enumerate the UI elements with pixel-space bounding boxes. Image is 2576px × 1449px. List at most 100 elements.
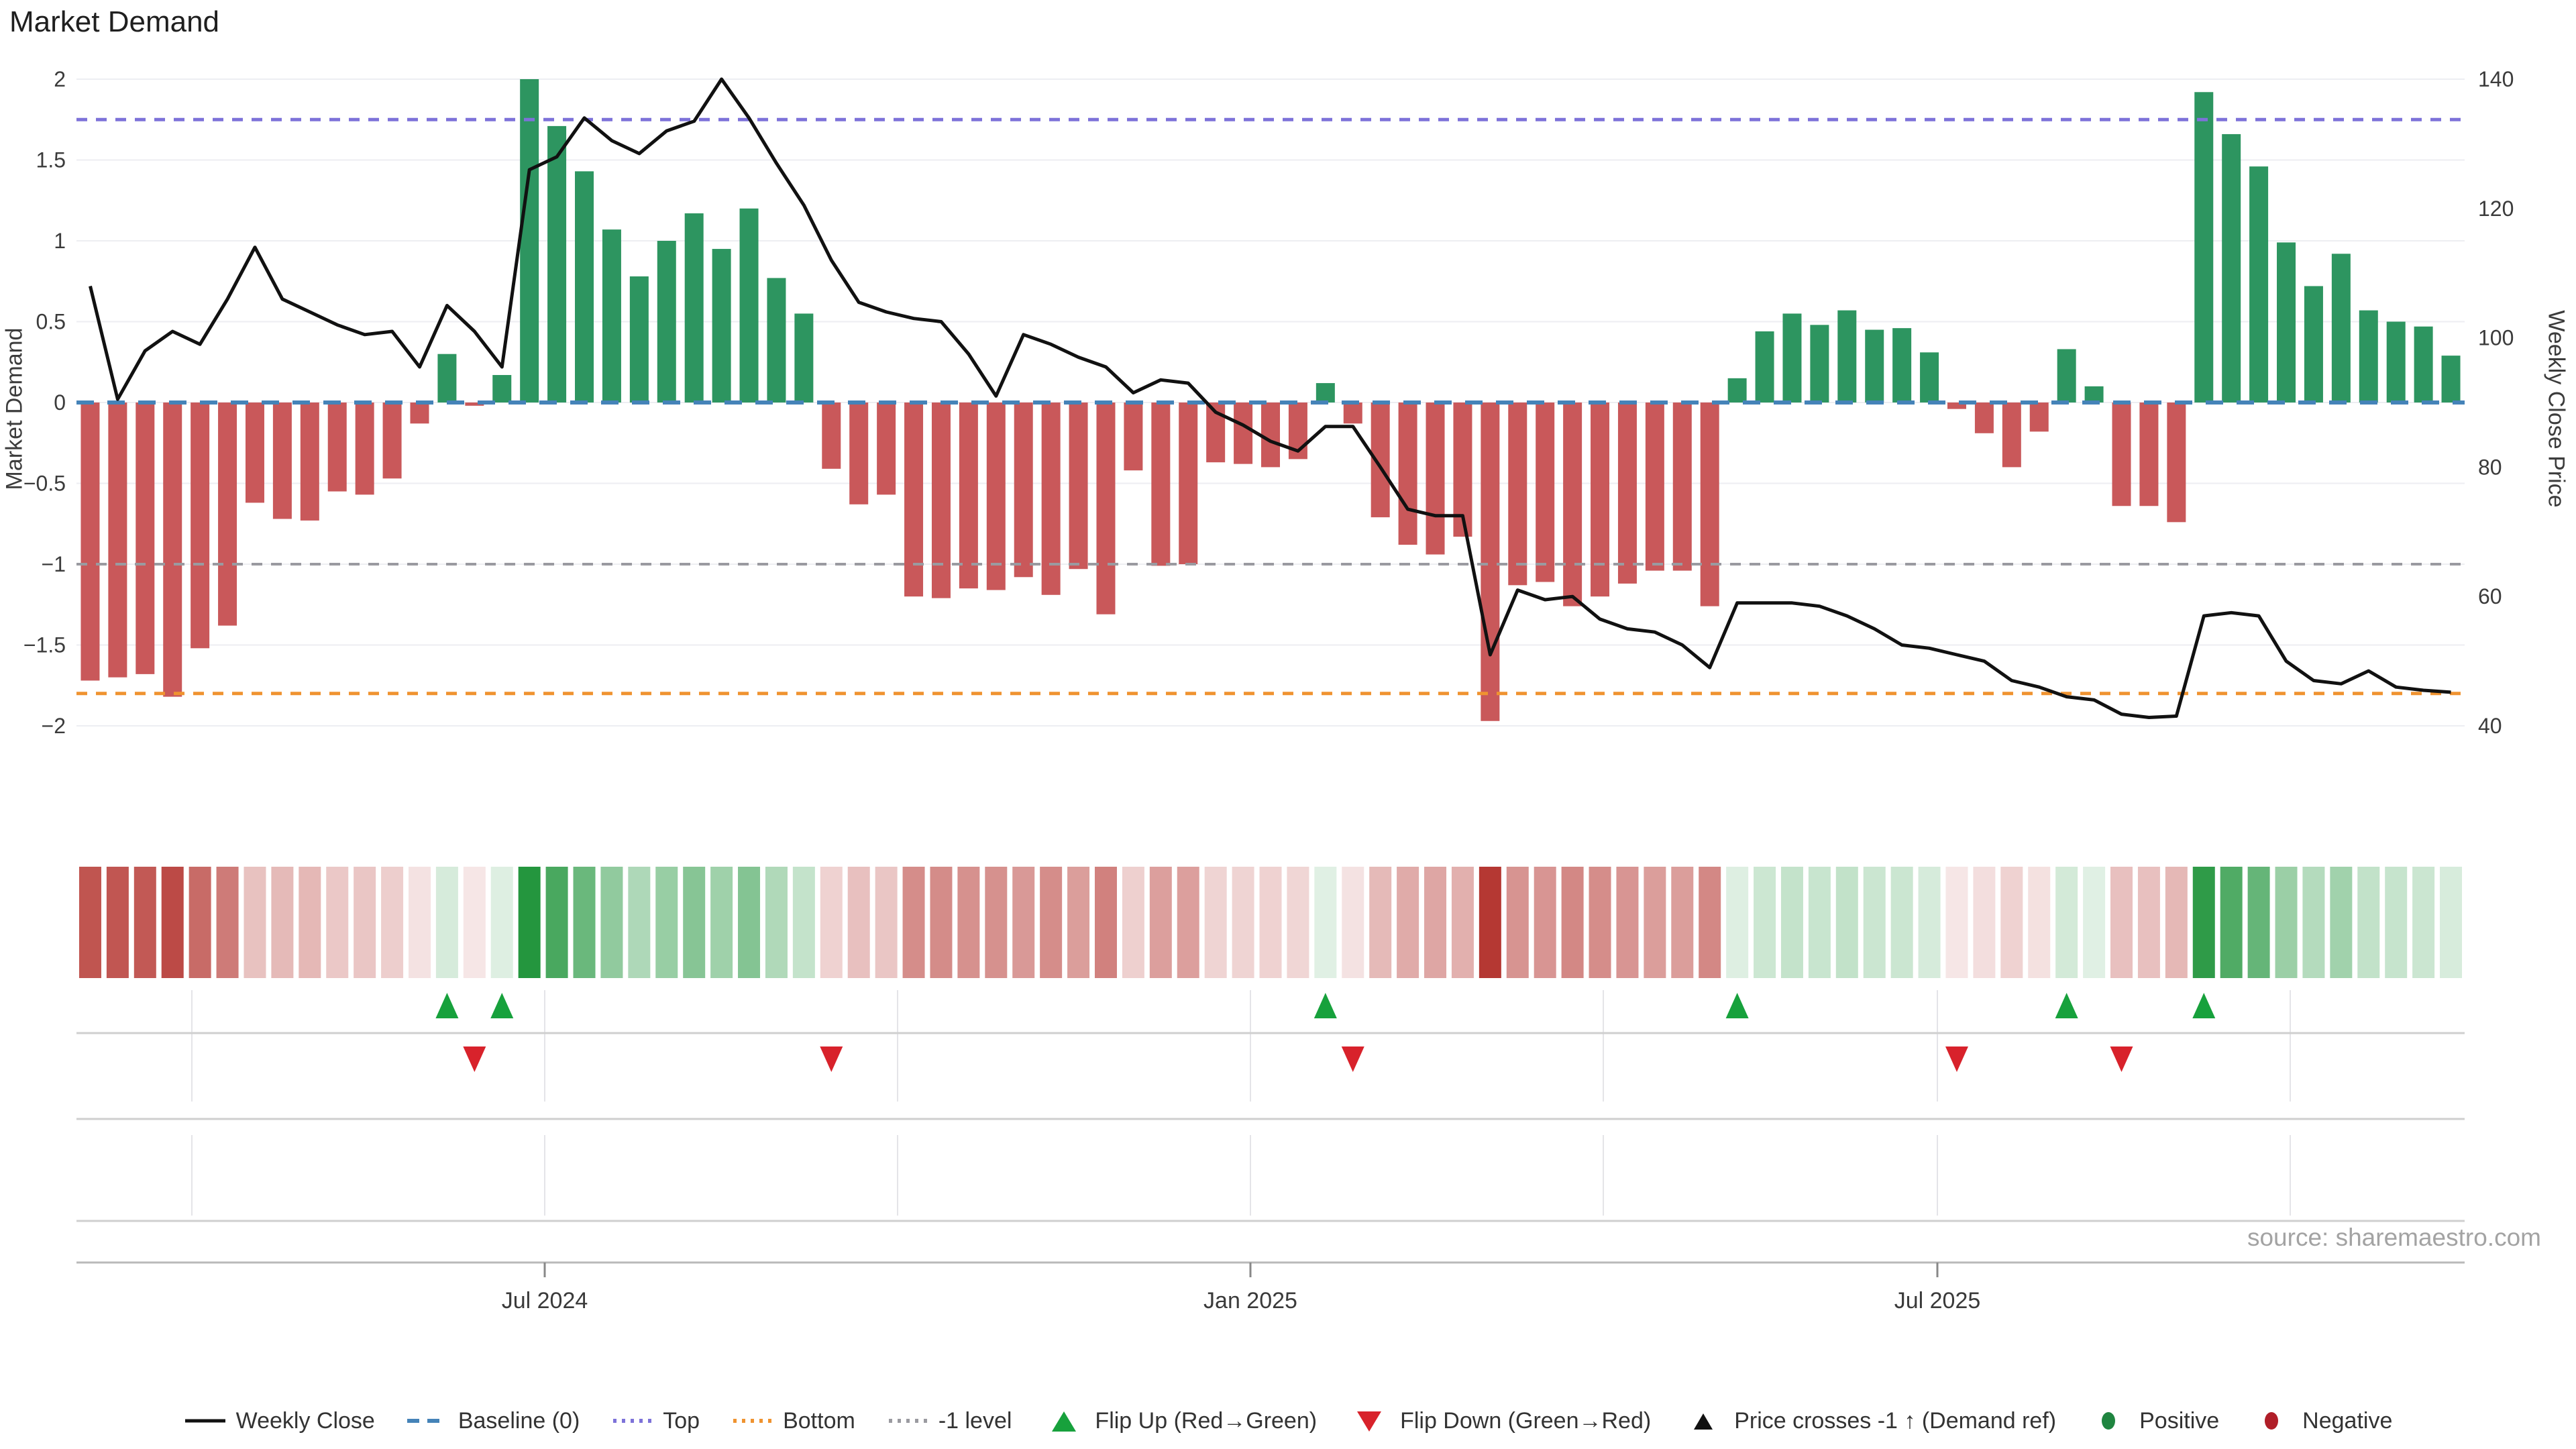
flip-up-marker — [2192, 993, 2216, 1018]
source-credit: source: sharemaestro.com — [2247, 1224, 2541, 1251]
left-axis-tick: −1.5 — [23, 633, 66, 657]
heatmap-cell — [1726, 867, 1749, 978]
heatmap-cell — [847, 867, 870, 978]
heatmap-cell — [1012, 867, 1035, 978]
demand-heatmap-strip — [78, 867, 2463, 978]
demand-bar-positive — [575, 171, 594, 402]
heatmap-cell — [1890, 867, 1913, 978]
heatmap-cell — [2440, 867, 2463, 978]
demand-bar-negative — [1398, 402, 1417, 545]
left-axis-tick: −0.5 — [23, 472, 66, 496]
heatmap-cell — [408, 867, 431, 978]
legend-item-2: Top — [610, 1407, 700, 1434]
demand-bar-negative — [2139, 402, 2159, 506]
demand-bar-positive — [739, 208, 759, 402]
heatmap-cell — [902, 867, 925, 978]
demand-bar-negative — [849, 402, 869, 504]
legend-label: Baseline (0) — [458, 1407, 580, 1434]
demand-bar-positive — [629, 276, 649, 402]
heatmap-cell — [326, 867, 349, 978]
x-axis-tick-label: Jan 2025 — [1203, 1288, 1297, 1313]
demand-bar-negative — [1069, 402, 1088, 570]
demand-bar-negative — [2029, 402, 2049, 432]
legend-item-0: Weekly Close — [184, 1407, 375, 1434]
weekly-close-line — [89, 77, 2451, 719]
demand-bar-negative — [300, 402, 319, 521]
heatmap-cell — [765, 867, 788, 978]
heatmap-cell — [1644, 867, 1666, 978]
heatmap-cell — [189, 867, 211, 978]
demand-bar-positive — [1810, 325, 1829, 402]
legend-label: Top — [663, 1407, 700, 1434]
heatmap-cell — [1945, 867, 1968, 978]
legend-swatch-tri-up — [1052, 1411, 1077, 1432]
demand-bar-positive — [1316, 383, 1335, 402]
demand-bar-negative — [1974, 402, 1994, 433]
heatmap-cell — [1094, 867, 1117, 978]
demand-bar-positive — [547, 125, 567, 402]
chart-legend: Weekly Close Baseline (0) Top Bottom -1 leve… — [0, 1407, 2576, 1434]
demand-bar-negative — [245, 402, 264, 503]
legend-swatch-tri-up-small — [1694, 1413, 1713, 1430]
demand-bar-negative — [1947, 402, 1966, 409]
heatmap-cell — [216, 867, 239, 978]
heatmap-cell — [1835, 867, 1858, 978]
demand-bar-positive — [602, 229, 621, 402]
heatmap-cell — [600, 867, 623, 978]
heatmap-cell — [2137, 867, 2160, 978]
heatmap-cell — [2412, 867, 2435, 978]
heatmap-cell — [435, 867, 458, 978]
demand-bar-negative — [1179, 402, 1198, 564]
demand-bar-negative — [108, 402, 127, 678]
heatmap-cell — [490, 867, 513, 978]
left-axis-tick: 1.5 — [36, 148, 66, 172]
demand-bar-positive — [2414, 326, 2433, 402]
heatmap-cell — [2192, 867, 2215, 978]
demand-bar-negative — [1536, 402, 1555, 582]
demand-bar-positive — [2277, 242, 2296, 402]
right-axis-tick: 80 — [2478, 455, 2502, 479]
market-demand-chart: 2 1.5 1 0.5 0 −0.5 −1 −1.5 −2 140 120 100 80 60 40 Jul … — [23, 67, 2514, 1313]
legend-item-8: Positive — [2087, 1407, 2219, 1434]
heatmap-cell — [2357, 867, 2380, 978]
flip-up-marker — [1313, 993, 1337, 1018]
reference-lines — [76, 117, 2465, 696]
lower-panels — [76, 990, 2465, 1264]
demand-bar-positive — [1892, 328, 1912, 402]
heatmap-cell — [299, 867, 321, 978]
heatmap-cell — [1561, 867, 1584, 978]
demand-bar-negative — [2002, 402, 2021, 468]
right-axis-tick: 40 — [2478, 714, 2502, 738]
heatmap-cell — [1506, 867, 1529, 978]
heatmap-cell — [573, 867, 596, 978]
demand-bar-positive — [2084, 386, 2104, 402]
demand-bar-positive — [2331, 254, 2351, 402]
left-axis-tick: −1 — [42, 552, 66, 576]
heatmap-cell — [1067, 867, 1090, 978]
legend-label: -1 level — [938, 1407, 1012, 1434]
x-axis-tick-label: Jul 2025 — [1894, 1288, 1981, 1313]
heatmap-cell — [1671, 867, 1694, 978]
demand-bar-positive — [657, 241, 676, 402]
heatmap-cell — [161, 867, 184, 978]
demand-bar-positive — [2194, 92, 2214, 402]
heatmap-cell — [875, 867, 898, 978]
flip-markers — [435, 993, 2216, 1072]
flip-down-marker — [463, 1046, 486, 1072]
heatmap-cell — [106, 867, 129, 978]
heatmap-cell — [2000, 867, 2023, 978]
heatmap-cell — [1259, 867, 1282, 978]
legend-label: Positive — [2139, 1407, 2220, 1434]
demand-bar-negative — [1672, 402, 1692, 571]
demand-bar-negative — [136, 402, 155, 674]
heatmap-cell — [2330, 867, 2353, 978]
heatmap-cell — [1479, 867, 1501, 978]
demand-bar-negative — [465, 402, 484, 406]
page-title: Market Demand — [9, 5, 220, 38]
demand-bar-positive — [1920, 352, 1939, 402]
demand-bar-positive — [767, 278, 786, 402]
heatmap-cell — [1534, 867, 1556, 978]
heatmap-cell — [1451, 867, 1474, 978]
flip-up-marker — [490, 993, 514, 1018]
